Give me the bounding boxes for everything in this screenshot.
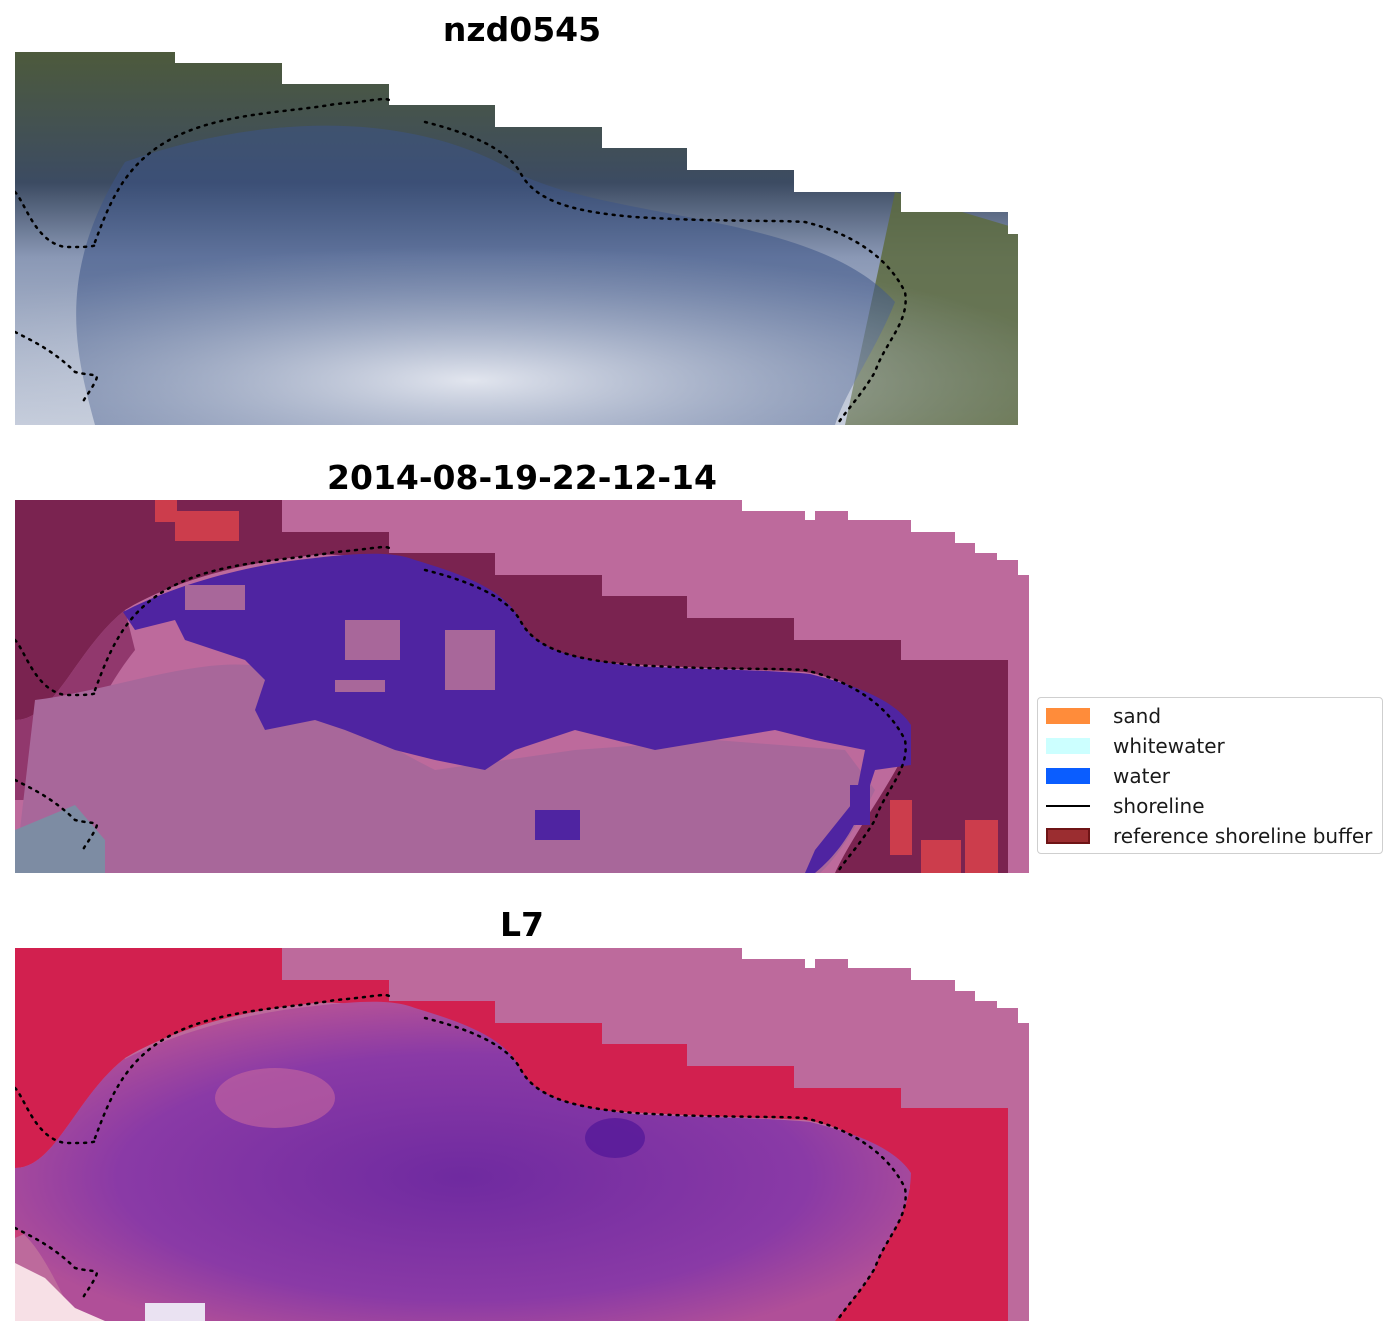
- legend-item-whitewater: whitewater: [1046, 734, 1225, 758]
- shoreline-dots: [15, 993, 907, 1321]
- reference-buffer-swatch: [1046, 828, 1090, 844]
- legend: sand whitewater water shoreline referenc…: [1037, 697, 1383, 854]
- classification-image: [15, 500, 1029, 873]
- legend-item-reference-buffer: reference shoreline buffer: [1046, 824, 1372, 848]
- legend-label-water: water: [1113, 764, 1170, 788]
- index-image-panel: [15, 948, 1029, 1321]
- water-swatch: [1046, 768, 1090, 784]
- index-image: [15, 948, 1029, 1321]
- classification-panel: [15, 500, 1029, 873]
- legend-label-whitewater: whitewater: [1113, 734, 1225, 758]
- panel-title-rgb: nzd0545: [442, 10, 602, 49]
- legend-item-water: water: [1046, 764, 1170, 788]
- shoreline-line-icon: [1046, 805, 1090, 807]
- whitewater-swatch: [1046, 738, 1090, 754]
- legend-label-sand: sand: [1113, 704, 1162, 728]
- rgb-image: [15, 52, 1029, 425]
- sand-swatch: [1046, 708, 1090, 724]
- panel-title-satellite: L7: [500, 905, 544, 944]
- shoreline-dots: [15, 545, 907, 873]
- legend-label-shoreline: shoreline: [1113, 794, 1205, 818]
- shoreline-dots: [15, 97, 907, 425]
- rgb-image-panel: [15, 52, 1029, 425]
- legend-item-sand: sand: [1046, 704, 1161, 728]
- panel-title-classification: 2014-08-19-22-12-14: [327, 458, 717, 497]
- legend-label-reference-buffer: reference shoreline buffer: [1113, 824, 1373, 848]
- legend-item-shoreline: shoreline: [1046, 794, 1205, 818]
